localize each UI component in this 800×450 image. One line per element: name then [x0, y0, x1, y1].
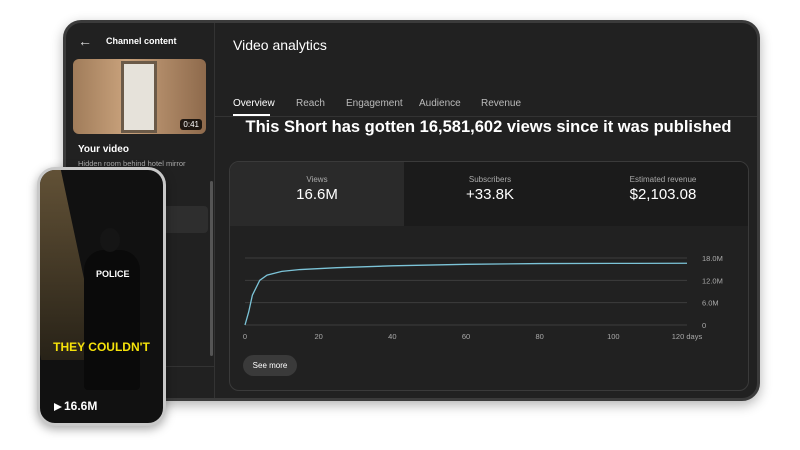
metric-label: Subscribers: [468, 175, 512, 184]
sidebar-title: Channel content: [106, 36, 177, 46]
x-tick-label: 100: [607, 332, 620, 341]
back-arrow[interactable]: ←: [78, 33, 92, 49]
x-tick-label: 40: [388, 332, 396, 341]
tab-divider: [214, 116, 757, 117]
tab[interactable]: Audience: [419, 98, 461, 109]
metric-value: 16.6M: [296, 186, 338, 203]
your-video-label: Your video: [78, 144, 129, 155]
caption: THEY COULDN'T: [53, 340, 150, 354]
video-thumbnail[interactable]: 0:41: [73, 59, 206, 134]
video-title: Hidden room behind hotel mirror: [78, 159, 186, 168]
phone: POLICE THEY COULDN'T 16.6M: [37, 167, 166, 426]
metric-value: +33.8K: [466, 186, 514, 203]
play-triangle: [54, 403, 62, 411]
thumbnail-mirror: [121, 61, 157, 133]
shirt-text: POLICE: [96, 269, 130, 279]
tab-underline: [233, 114, 270, 116]
page-title: Video analytics: [233, 37, 327, 53]
y-tick-label: 6.0M: [702, 299, 719, 308]
officer-body: [84, 250, 140, 390]
tab[interactable]: Overview: [233, 98, 275, 109]
x-tick-label: 60: [462, 332, 470, 341]
metric-tile[interactable]: Views 16.6M: [230, 162, 404, 226]
officer-head: [100, 228, 120, 252]
y-tick-label: 18.0M: [702, 254, 723, 263]
x-tick-label: 120 days: [672, 332, 703, 341]
tablet: ← Channel content 0:41 Your video Hidden…: [63, 20, 760, 401]
tab[interactable]: Revenue: [481, 98, 522, 109]
tab[interactable]: Reach: [296, 98, 325, 109]
scrollbar: [210, 181, 213, 356]
metric-label: Estimated revenue: [629, 175, 697, 184]
view-count: 16.6M: [64, 399, 98, 413]
see-more-button[interactable]: See more: [243, 355, 297, 376]
y-tick-label: 12.0M: [702, 276, 723, 285]
x-tick-label: 80: [535, 332, 543, 341]
duration: 0:41: [180, 119, 202, 130]
views-line: [244, 262, 688, 326]
x-tick-label: 0: [243, 332, 247, 341]
y-tick-label: 0: [702, 321, 706, 330]
play-icon: [54, 403, 62, 411]
metric-tile[interactable]: Estimated revenue $2,103.08: [576, 162, 748, 226]
analytics-card: Views 16.6M Subscribers +33.8K Estimated…: [229, 161, 749, 391]
metric-tile[interactable]: Subscribers +33.8K: [404, 162, 576, 226]
metric-value: $2,103.08: [629, 186, 697, 203]
tab[interactable]: Engagement: [346, 98, 403, 109]
x-tick-label: 20: [314, 332, 322, 341]
headline: This Short has gotten 16,581,602 views s…: [245, 118, 732, 136]
metric-label: Views: [306, 175, 328, 184]
